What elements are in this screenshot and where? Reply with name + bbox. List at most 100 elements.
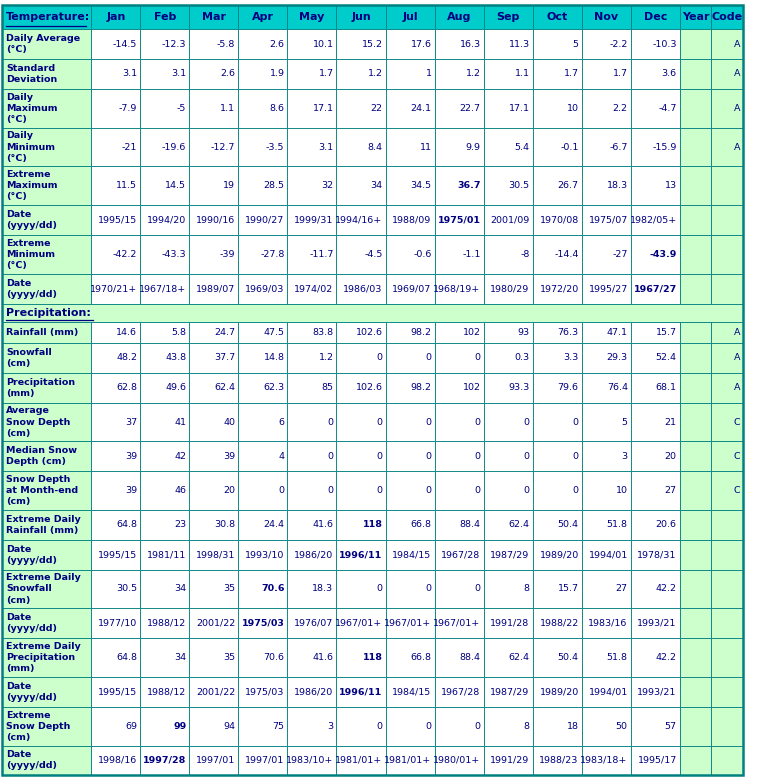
Bar: [386, 707, 435, 746]
Bar: [483, 274, 533, 303]
Text: -0.1: -0.1: [560, 143, 578, 151]
Bar: [435, 373, 483, 402]
Text: 29.3: 29.3: [606, 353, 628, 363]
Bar: [680, 205, 711, 235]
Text: 8.6: 8.6: [269, 104, 285, 112]
Text: 1995/27: 1995/27: [588, 284, 628, 293]
Text: Feb: Feb: [153, 12, 176, 22]
Bar: [483, 677, 533, 707]
Text: 35: 35: [223, 653, 235, 662]
Bar: [581, 677, 631, 707]
Bar: [680, 441, 711, 471]
Text: -4.7: -4.7: [658, 104, 677, 112]
Bar: [680, 343, 711, 373]
Bar: [680, 321, 711, 343]
Bar: [631, 638, 680, 677]
Text: 24.7: 24.7: [214, 328, 235, 337]
Bar: [288, 128, 336, 166]
Text: 0: 0: [573, 486, 578, 495]
Bar: [581, 343, 631, 373]
Text: 39: 39: [125, 486, 137, 495]
Bar: [631, 30, 680, 59]
Bar: [288, 441, 336, 471]
Bar: [2, 441, 91, 471]
Bar: [238, 235, 288, 274]
Bar: [288, 166, 336, 205]
Text: Date
(yyyy/dd): Date (yyyy/dd): [6, 682, 57, 702]
Bar: [288, 59, 336, 89]
Text: -1.1: -1.1: [462, 250, 480, 259]
Bar: [238, 746, 288, 775]
Bar: [533, 205, 581, 235]
Text: 32: 32: [321, 181, 333, 190]
Bar: [2, 59, 91, 89]
Bar: [190, 746, 238, 775]
Text: 85: 85: [322, 383, 333, 392]
Bar: [386, 321, 435, 343]
Bar: [2, 89, 91, 128]
Text: 51.8: 51.8: [606, 520, 628, 530]
Bar: [336, 59, 386, 89]
Bar: [435, 343, 483, 373]
Text: 93.3: 93.3: [509, 383, 530, 392]
Text: 23: 23: [175, 520, 187, 530]
Text: -19.6: -19.6: [162, 143, 187, 151]
Text: 1988/23: 1988/23: [540, 756, 578, 765]
Text: 79.6: 79.6: [558, 383, 578, 392]
Bar: [288, 608, 336, 638]
Bar: [190, 5, 238, 30]
Text: 47.5: 47.5: [263, 328, 285, 337]
Text: 88.4: 88.4: [460, 520, 480, 530]
Bar: [288, 510, 336, 540]
Bar: [533, 402, 581, 441]
Bar: [336, 510, 386, 540]
Text: 4: 4: [279, 452, 285, 461]
Bar: [711, 128, 743, 166]
Bar: [711, 540, 743, 569]
Bar: [680, 540, 711, 569]
Text: 5.4: 5.4: [515, 143, 530, 151]
Text: 1987/29: 1987/29: [490, 687, 530, 697]
Text: 1997/28: 1997/28: [143, 756, 187, 765]
Bar: [140, 128, 190, 166]
Text: 20: 20: [665, 452, 677, 461]
Bar: [238, 402, 288, 441]
Text: C: C: [733, 417, 740, 427]
Bar: [533, 746, 581, 775]
Bar: [581, 707, 631, 746]
Bar: [190, 677, 238, 707]
Text: 1988/22: 1988/22: [540, 619, 578, 628]
Text: 0: 0: [376, 417, 383, 427]
Text: 75: 75: [272, 722, 285, 731]
Bar: [91, 128, 140, 166]
Bar: [533, 608, 581, 638]
Text: 1981/01+: 1981/01+: [384, 756, 432, 765]
Text: 14.5: 14.5: [165, 181, 187, 190]
Bar: [190, 59, 238, 89]
Bar: [140, 540, 190, 569]
Text: 64.8: 64.8: [116, 520, 137, 530]
Text: -2.2: -2.2: [609, 40, 628, 48]
Text: 1995/15: 1995/15: [98, 550, 137, 559]
Bar: [483, 373, 533, 402]
Bar: [483, 343, 533, 373]
Bar: [336, 274, 386, 303]
Bar: [631, 402, 680, 441]
Bar: [680, 707, 711, 746]
Bar: [581, 30, 631, 59]
Bar: [435, 128, 483, 166]
Text: Extreme
Minimum
(°C): Extreme Minimum (°C): [6, 239, 55, 270]
Text: 1998/16: 1998/16: [98, 756, 137, 765]
Bar: [435, 59, 483, 89]
Bar: [435, 5, 483, 30]
Text: Mar: Mar: [202, 12, 226, 22]
Bar: [91, 638, 140, 677]
Bar: [140, 441, 190, 471]
Bar: [533, 540, 581, 569]
Text: 5: 5: [622, 417, 628, 427]
Text: 35: 35: [223, 584, 235, 594]
Bar: [288, 205, 336, 235]
Text: 1995/15: 1995/15: [98, 215, 137, 225]
Bar: [533, 707, 581, 746]
Text: A: A: [734, 328, 740, 337]
